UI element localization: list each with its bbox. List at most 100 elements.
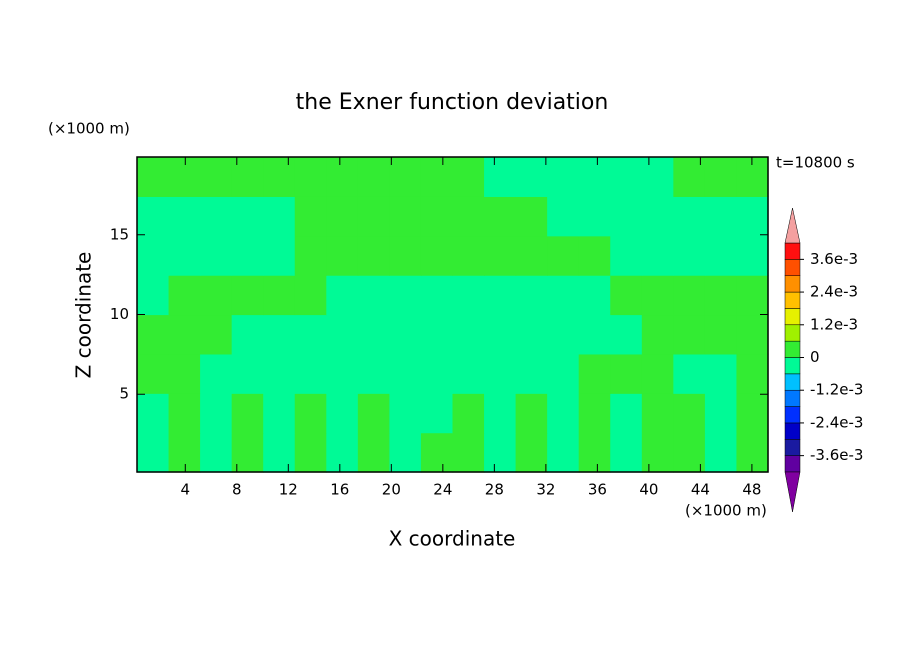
contour-cell	[578, 196, 611, 237]
contour-cell	[357, 353, 390, 394]
contour-cell	[547, 157, 580, 197]
contour-cell	[578, 393, 611, 434]
contour-cell	[420, 235, 454, 276]
x-tick-label: 8	[232, 481, 242, 499]
colorbar-segment	[784, 324, 801, 342]
contour-cell	[547, 235, 580, 276]
colorbar-segment	[784, 422, 801, 440]
contour-cell	[484, 196, 517, 237]
contour-cell	[515, 157, 548, 197]
contour-cell	[200, 275, 233, 316]
x-tick-label: 16	[330, 481, 349, 499]
x-tick-label: 48	[742, 481, 761, 499]
contour-cell	[736, 353, 769, 394]
colorbar-segment	[784, 455, 801, 473]
x-tick-label: 40	[639, 481, 658, 499]
contour-cell	[673, 353, 706, 394]
contour-cell	[484, 157, 517, 197]
contour-cell	[389, 393, 422, 434]
contour-cell	[452, 157, 485, 197]
x-tick-label: 36	[588, 481, 607, 499]
contour-cell	[736, 157, 769, 197]
contour-cell	[326, 196, 359, 237]
contour-cell	[326, 353, 359, 394]
annotation: t=10800 s	[776, 154, 855, 172]
contour-cell	[641, 196, 674, 237]
x-tick-label: 28	[485, 481, 504, 499]
contour-cell	[610, 196, 643, 237]
contour-cell	[420, 393, 454, 434]
contour-cell	[515, 432, 548, 473]
contour-cell	[610, 314, 643, 355]
contour-cell	[641, 393, 674, 434]
contour-cell	[610, 432, 643, 473]
contour-cell	[515, 314, 548, 355]
contour-cell	[294, 432, 327, 473]
contour-cell	[641, 275, 674, 316]
contour-cell	[200, 314, 233, 355]
contour-cell	[547, 196, 580, 237]
contour-cell	[357, 196, 390, 237]
contour-cell	[610, 275, 643, 316]
contour-cell	[294, 157, 327, 197]
contour-cell	[326, 393, 359, 434]
contour-cell	[641, 432, 674, 473]
colorbar-segment	[784, 242, 801, 260]
colorbar-segment	[784, 406, 801, 424]
contour-cell	[168, 314, 201, 355]
contour-cell	[294, 235, 327, 276]
contour-cell	[673, 393, 706, 434]
contour-cell	[420, 314, 454, 355]
x-unit: (×1000 m)	[685, 502, 767, 520]
contour-cell	[610, 353, 643, 394]
contour-cell	[168, 353, 201, 394]
colorbar-segment	[784, 439, 801, 456]
contour-cell	[231, 196, 264, 237]
contour-cell	[263, 235, 296, 276]
contour-cell	[704, 196, 738, 237]
contour-cell	[200, 196, 233, 237]
contour-cell	[389, 157, 422, 197]
contour-cell	[263, 157, 296, 197]
contour-cell	[420, 353, 454, 394]
contour-cell	[641, 353, 674, 394]
contour-cell	[578, 432, 611, 473]
contour-cell	[704, 393, 738, 434]
contour-cell	[547, 432, 580, 473]
contour-cell	[452, 353, 485, 394]
chart-title: the Exner function deviation	[296, 90, 609, 115]
contour-cell	[578, 235, 611, 276]
contour-cell	[263, 393, 296, 434]
contour-cell	[200, 393, 233, 434]
y-tick-label: 10	[110, 305, 129, 323]
contour-cell	[263, 353, 296, 394]
contour-cell	[673, 275, 706, 316]
colorbar-segment	[784, 357, 801, 375]
contour-cell	[326, 432, 359, 473]
contour-cell	[578, 275, 611, 316]
colorbar-segment	[784, 259, 801, 276]
contour-cell	[137, 196, 170, 237]
colorbar-tick-label: -2.4e-3	[810, 413, 863, 431]
contour-cell	[389, 314, 422, 355]
contour-cell	[326, 275, 359, 316]
contour-cell	[200, 235, 233, 276]
contour-cell	[294, 275, 327, 316]
contour-cell	[641, 235, 674, 276]
contour-cell	[452, 235, 485, 276]
contour-cell	[547, 353, 580, 394]
contour-cell	[389, 353, 422, 394]
contour-cell	[452, 314, 485, 355]
contour-cell	[610, 235, 643, 276]
contour-cell	[137, 235, 170, 276]
contour-cell	[294, 353, 327, 394]
x-tick-label: 44	[691, 481, 710, 499]
contour-cell	[294, 393, 327, 434]
contour-cell	[200, 157, 233, 197]
contour-cell	[357, 235, 390, 276]
contour-cell	[484, 235, 517, 276]
contour-cell	[515, 353, 548, 394]
contour-cell	[515, 393, 548, 434]
x-tick-label: 4	[181, 481, 191, 499]
